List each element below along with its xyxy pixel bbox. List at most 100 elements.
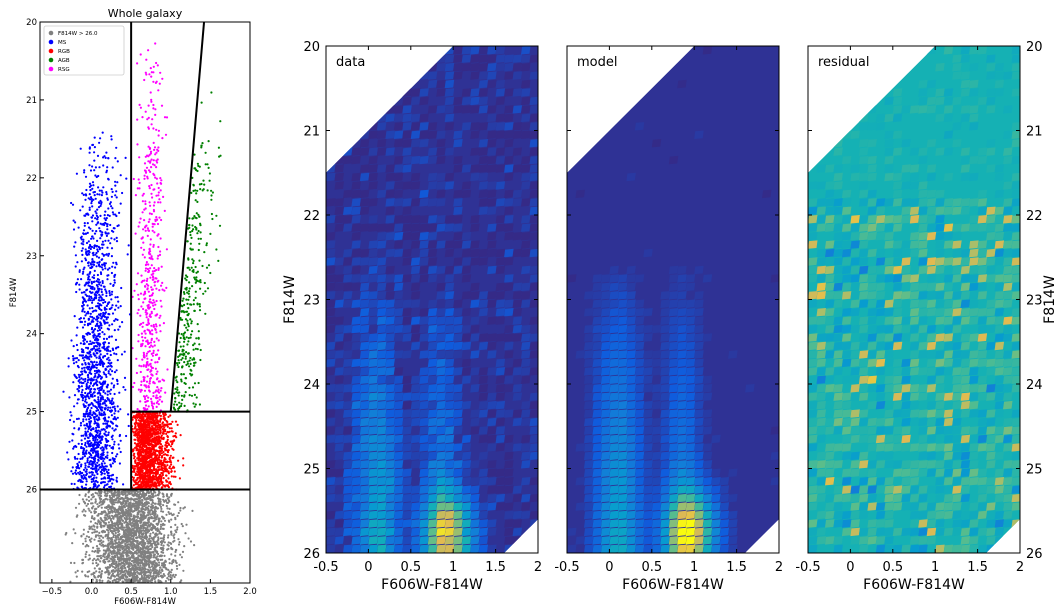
data-point (115, 541, 118, 544)
data-point (97, 290, 100, 293)
data-point (100, 296, 103, 299)
data-point (110, 564, 113, 567)
data-point (93, 567, 96, 570)
data-point (81, 388, 84, 392)
data-point (103, 428, 106, 431)
data-point (123, 560, 126, 563)
data-point (108, 335, 111, 338)
data-point (115, 146, 118, 149)
data-point (72, 228, 76, 231)
data-point (113, 279, 116, 282)
data-point (99, 362, 102, 365)
data-point (121, 321, 124, 324)
data-point (110, 195, 113, 198)
data-point (81, 354, 85, 357)
data-point (105, 385, 108, 388)
data-point (98, 412, 101, 416)
data-point (167, 573, 170, 576)
data-point (78, 386, 81, 389)
data-point (93, 376, 96, 379)
data-point (94, 438, 97, 442)
data-point (100, 466, 103, 469)
data-point (94, 166, 97, 169)
data-point (67, 365, 70, 368)
data-point (140, 502, 143, 505)
data-point (91, 214, 95, 217)
data-point (150, 515, 153, 519)
data-point (111, 446, 114, 449)
data-point (78, 269, 81, 272)
data-point (104, 392, 107, 395)
data-point (111, 427, 114, 430)
data-point (101, 243, 104, 246)
data-point (106, 223, 109, 226)
data-point (81, 335, 85, 338)
data-point (89, 382, 92, 385)
data-point (118, 433, 122, 437)
data-point (96, 392, 99, 395)
data-point (88, 499, 91, 502)
data-point (122, 577, 125, 580)
data-point (105, 558, 108, 561)
data-point (111, 572, 115, 575)
data-point (107, 254, 110, 257)
data-point (75, 334, 78, 337)
data-point (106, 274, 109, 277)
data-point (92, 347, 95, 350)
data-point (148, 537, 151, 540)
data-point (95, 476, 98, 479)
data-point (119, 174, 122, 177)
data-point (104, 300, 107, 304)
data-point (88, 193, 91, 196)
data-point (96, 461, 99, 464)
data-point (80, 291, 83, 294)
data-point (135, 527, 138, 531)
data-point (83, 169, 86, 172)
data-point (76, 402, 79, 405)
data-point (116, 296, 119, 299)
data-point (113, 443, 116, 446)
data-point (88, 297, 91, 300)
data-point (93, 422, 96, 425)
data-point (100, 288, 103, 291)
data-point (71, 466, 74, 469)
data-point (117, 580, 120, 583)
data-point (95, 418, 98, 421)
data-point (100, 570, 104, 573)
data-point (135, 536, 138, 540)
data-point (96, 547, 99, 550)
data-point (109, 507, 112, 510)
data-point (87, 558, 90, 561)
data-point (100, 462, 103, 465)
data-point (143, 574, 147, 577)
data-point (91, 187, 94, 190)
data-point (75, 281, 79, 284)
data-point (107, 508, 110, 511)
data-point (111, 323, 114, 326)
data-point (84, 537, 87, 540)
data-point (84, 198, 87, 201)
data-point (133, 519, 136, 522)
data-point (101, 331, 104, 334)
data-point (168, 570, 171, 573)
data-point (118, 391, 121, 394)
data-point (131, 498, 134, 501)
data-point (122, 562, 126, 566)
data-point (91, 531, 94, 534)
data-point (62, 390, 65, 393)
data-point (156, 507, 159, 510)
data-point (105, 318, 108, 321)
data-point (169, 573, 172, 577)
data-point (108, 580, 112, 583)
data-point (144, 492, 148, 495)
data-point (90, 502, 93, 505)
data-point (65, 531, 68, 535)
data-point (71, 472, 75, 475)
data-point (162, 538, 165, 541)
data-point (75, 290, 78, 294)
data-point (167, 578, 170, 581)
data-point (156, 543, 159, 546)
data-point (79, 421, 83, 425)
data-point (127, 536, 130, 539)
data-point (95, 429, 98, 432)
